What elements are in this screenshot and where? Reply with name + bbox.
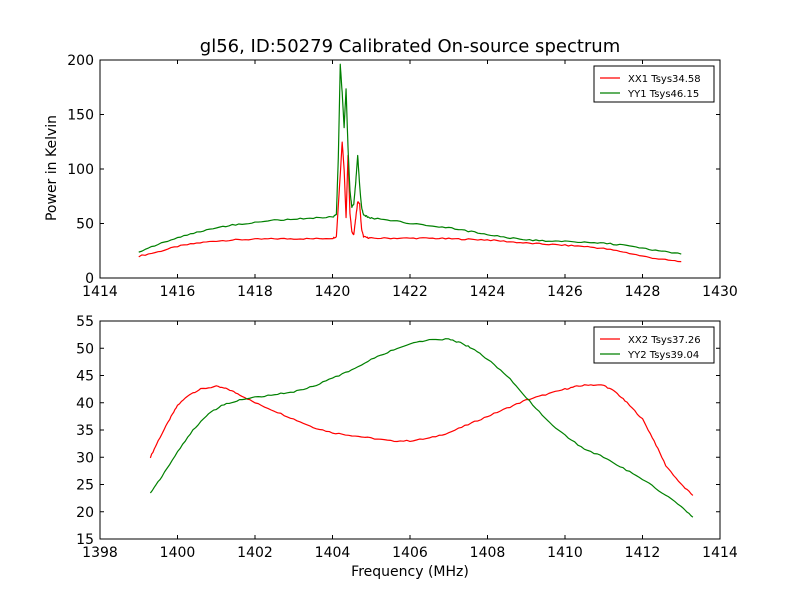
bottom-series-line-1 bbox=[149, 384, 694, 496]
bottom-x-tick-label: 1414 bbox=[702, 545, 738, 561]
top-x-tick-label: 1418 bbox=[237, 284, 273, 300]
top-legend: XX1 Tsys34.58 YY1 Tsys46.15 bbox=[593, 65, 715, 103]
top-x-tick-label: 1422 bbox=[392, 284, 428, 300]
top-legend-box bbox=[593, 65, 715, 103]
top-x-tick-label: 1426 bbox=[547, 284, 583, 300]
top-x-tick-label: 1416 bbox=[160, 284, 196, 300]
top-y-tick-label: 50 bbox=[76, 217, 94, 233]
bottom-x-tick-label: 1398 bbox=[82, 545, 118, 561]
top-legend-label-2: YY1 Tsys46.15 bbox=[627, 89, 699, 100]
bottom-y-tick-label: 35 bbox=[76, 423, 94, 439]
bottom-legend-label-1: XX2 Tsys37.26 bbox=[628, 335, 701, 346]
bottom-x-tick-label: 1406 bbox=[392, 545, 428, 561]
top-x-tick-label: 1424 bbox=[470, 284, 506, 300]
top-x-tick-label: 1430 bbox=[702, 284, 738, 300]
bottom-y-tick-label: 40 bbox=[76, 396, 94, 412]
bottom-x-axis-label: Frequency (MHz) bbox=[351, 564, 469, 580]
bottom-legend-label-2: YY2 Tsys39.04 bbox=[627, 350, 699, 361]
bottom-x-tick-label: 1402 bbox=[237, 545, 273, 561]
bottom-y-tick-label: 25 bbox=[76, 478, 94, 494]
top-series-line-1 bbox=[138, 141, 682, 263]
bottom-series-line-2 bbox=[149, 338, 694, 518]
bottom-y-tick-label: 45 bbox=[76, 369, 94, 385]
bottom-y-tick-label: 50 bbox=[76, 341, 94, 357]
bottom-legend: XX2 Tsys37.26 YY2 Tsys39.04 bbox=[593, 326, 715, 364]
bottom-x-tick-label: 1404 bbox=[315, 545, 351, 561]
top-legend-label-1: XX1 Tsys34.58 bbox=[628, 74, 701, 85]
bottom-panel: 1398 1400 1402 1404 1406 1408 1410 1412 1414 15 20… bbox=[76, 314, 738, 561]
bottom-x-tick-label: 1412 bbox=[625, 545, 661, 561]
bottom-x-tick-label: 1400 bbox=[160, 545, 196, 561]
top-x-tick-label: 1414 bbox=[82, 284, 118, 300]
top-y-axis-label: Power in Kelvin bbox=[44, 115, 60, 221]
bottom-y-tick-label: 15 bbox=[76, 532, 94, 548]
bottom-y-tick-label: 30 bbox=[76, 450, 94, 466]
chart-title: gl56, ID:50279 Calibrated On-source spec… bbox=[200, 36, 620, 57]
top-x-tick-label: 1428 bbox=[625, 284, 661, 300]
top-y-tick-label: 0 bbox=[85, 271, 94, 287]
top-y-tick-label: 200 bbox=[67, 53, 94, 69]
bottom-legend-box bbox=[593, 326, 715, 364]
top-x-tick-label: 1420 bbox=[315, 284, 351, 300]
top-y-tick-label: 150 bbox=[67, 108, 94, 124]
bottom-x-tick-label: 1408 bbox=[470, 545, 506, 561]
top-y-tick-label: 100 bbox=[67, 162, 94, 178]
top-series-line-2 bbox=[138, 63, 682, 255]
bottom-y-tick-label: 55 bbox=[76, 314, 94, 330]
bottom-x-tick-label: 1410 bbox=[547, 545, 583, 561]
bottom-y-tick-label: 20 bbox=[76, 505, 94, 521]
top-panel: 1414 1416 1418 1420 1422 1424 1426 1428 1430 0 50 1… bbox=[67, 53, 738, 300]
